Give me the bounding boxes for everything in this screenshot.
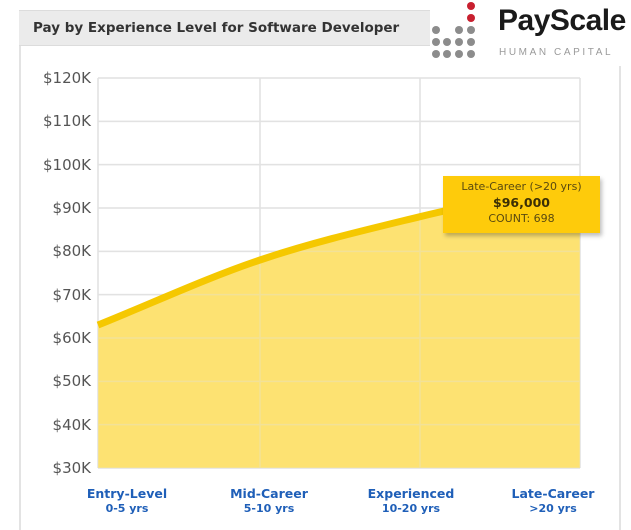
logo-dot-icon	[467, 50, 475, 58]
payscale-logo: PayScale HUMAN CAPITAL	[430, 0, 631, 66]
y-tick-label: $40K	[52, 415, 91, 434]
x-category-range: 10-20 yrs	[381, 502, 441, 515]
logo-dot-icon	[432, 26, 440, 34]
logo-dot-icon	[467, 2, 475, 10]
y-tick-label: $60K	[52, 329, 91, 347]
tooltip-value: $96,000	[493, 195, 550, 210]
x-category-range: 0-5 yrs	[105, 502, 149, 515]
y-tick-label: $70K	[52, 285, 91, 304]
y-tick-label: $80K	[52, 242, 91, 261]
chart-header: Pay by Experience Level for Software Dev…	[19, 10, 439, 46]
logo-dot-icon	[455, 26, 463, 34]
pay-area[interactable]	[98, 182, 580, 468]
chart-title: Pay by Experience Level for Software Dev…	[33, 20, 400, 36]
logo-dot-icon	[467, 38, 475, 46]
x-category-label[interactable]: Experienced 10-20 yrs	[346, 486, 476, 515]
y-tick-label: $50K	[52, 372, 91, 391]
logo-dot-icon	[467, 14, 475, 22]
x-category-label[interactable]: Mid-Career 5-10 yrs	[204, 486, 334, 515]
gridlines	[97, 77, 581, 469]
chart-panel	[19, 10, 621, 530]
logo-dot-icon	[432, 50, 440, 58]
logo-wordmark: PayScale	[498, 4, 626, 37]
data-tooltip: Late-Career (>20 yrs) $96,000 COUNT: 698	[443, 176, 600, 233]
y-tick-label: $110K	[42, 112, 91, 131]
logo-dot-icon	[443, 50, 451, 58]
logo-dot-icon	[455, 50, 463, 58]
tooltip-category: Late-Career (>20 yrs)	[461, 180, 582, 193]
x-category-label[interactable]: Entry-Level 0-5 yrs	[62, 486, 192, 515]
logo-dot-icon	[443, 38, 451, 46]
logo-dot-icon	[467, 26, 475, 34]
x-category-label[interactable]: Late-Career >20 yrs	[488, 486, 618, 515]
x-category-name: Entry-Level	[86, 486, 168, 501]
y-tick-label: $30K	[52, 459, 91, 477]
y-tick-label: $90K	[52, 199, 91, 217]
x-category-name: Mid-Career	[230, 486, 308, 501]
logo-dot-icon	[455, 38, 463, 46]
y-tick-label: $100K	[42, 155, 91, 174]
logo-dot-icon	[432, 38, 440, 46]
x-category-name: Experienced	[367, 486, 455, 501]
logo-tagline: HUMAN CAPITAL	[499, 47, 614, 58]
x-category-name: Late-Career	[511, 486, 595, 501]
tooltip-count: COUNT: 698	[488, 212, 555, 225]
x-category-range: 5-10 yrs	[243, 502, 295, 515]
y-tick-label: $120K	[42, 69, 91, 87]
x-category-range: >20 yrs	[529, 502, 577, 515]
